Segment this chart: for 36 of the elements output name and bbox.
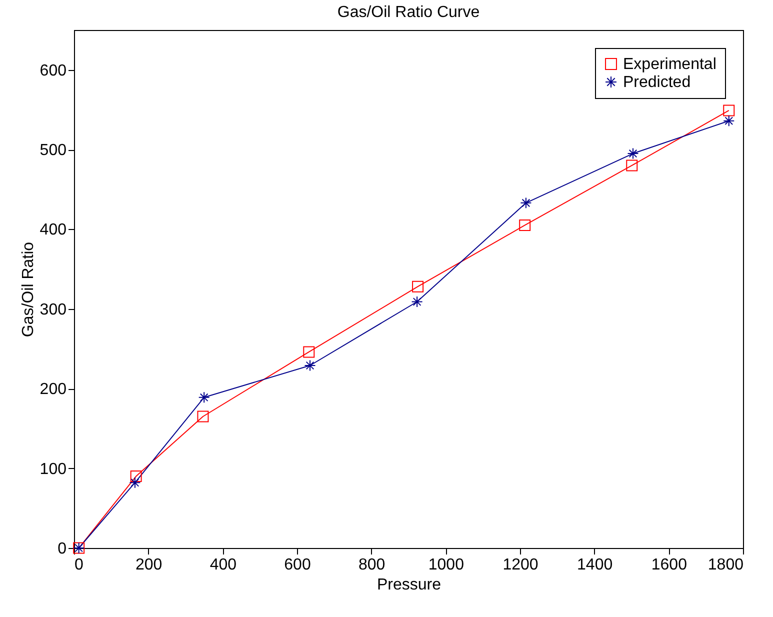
point	[723, 104, 735, 116]
y-tick-label: 200	[40, 381, 67, 398]
point	[303, 346, 315, 358]
y-tick-label: 500	[40, 142, 67, 160]
x-tick-label: 800	[358, 556, 386, 574]
x-tick-label: 1000	[428, 556, 464, 574]
point	[412, 280, 424, 292]
chart-title: Gas/Oil Ratio Curve	[337, 4, 480, 21]
x-tick-label: 1400	[577, 556, 613, 574]
point	[723, 115, 735, 127]
y-tick-label: 400	[40, 222, 67, 239]
x-tick-label: 400	[210, 556, 237, 574]
x-tick-label: 200	[135, 556, 162, 574]
y-tick-label: 600	[40, 62, 67, 80]
point	[520, 197, 532, 209]
point	[304, 360, 316, 372]
y-tick-label: 100	[40, 460, 67, 478]
y-axis-title: Gas/Oil Ratio	[20, 242, 37, 338]
point	[197, 410, 209, 422]
legend-label: Experimental	[623, 56, 716, 73]
point	[626, 160, 638, 172]
x-axis-title: Pressure	[376, 576, 442, 594]
point	[129, 476, 141, 488]
point	[130, 470, 142, 482]
x-tick-label: 0	[74, 556, 84, 574]
x-tick-label: 600	[284, 556, 311, 574]
y-tick-label: 300	[40, 301, 67, 318]
x-tick-label: 1800	[708, 556, 744, 574]
y-tick-label: 0	[58, 540, 67, 558]
point	[627, 148, 639, 160]
point	[411, 296, 423, 308]
point	[519, 220, 531, 231]
x-tick-label: 1200	[502, 556, 538, 574]
point	[198, 392, 210, 404]
legend-label: Predicted	[623, 74, 691, 91]
x-tick-label: 1600	[651, 556, 688, 574]
